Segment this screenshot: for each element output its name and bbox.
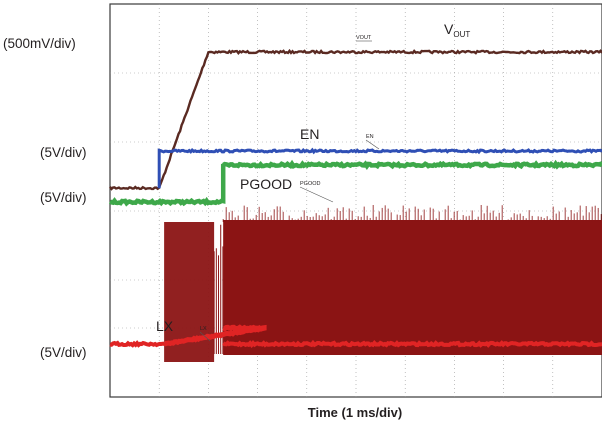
probe-tag-lx: LX: [200, 326, 207, 332]
probe-tag-vout: VOUT: [356, 35, 372, 41]
trace-label-vout: VOUT: [444, 21, 470, 39]
trace-lx-baseline-post: [222, 339, 602, 349]
trace-label-lx: LX: [156, 318, 174, 334]
trace-label-vout-main: V: [444, 21, 454, 37]
trace-vout: [109, 48, 602, 191]
probe-tag-pgood-leader: [299, 186, 334, 203]
probe-tag-pgood: PGOOD: [300, 181, 321, 187]
lx-continuous-band: [223, 220, 602, 355]
trace-lx-baseline-pre: [109, 340, 165, 348]
trace-en: [157, 147, 602, 189]
trace-label-en: EN: [300, 126, 319, 142]
scale-label-pgood: (5V/div): [40, 190, 87, 205]
scale-label-en: (5V/div): [40, 145, 87, 160]
trace-lx-continuous: [222, 205, 602, 355]
scale-label-vout: (500mV/div): [3, 36, 76, 51]
probe-tag-en: EN: [366, 134, 374, 140]
trace-label-pgood: PGOOD: [240, 176, 292, 192]
trace-label-vout-sub: OUT: [453, 30, 470, 39]
traces: [108, 48, 602, 362]
x-axis-label: Time (1 ms/div): [308, 405, 402, 420]
trace-pgood: [108, 159, 602, 207]
probe-tag-lx-leader: [199, 331, 211, 342]
probe-tag-en-leader: [365, 139, 380, 150]
trace-lx-baseline-ramp: [163, 324, 267, 347]
scale-label-lx: (5V/div): [40, 345, 87, 360]
